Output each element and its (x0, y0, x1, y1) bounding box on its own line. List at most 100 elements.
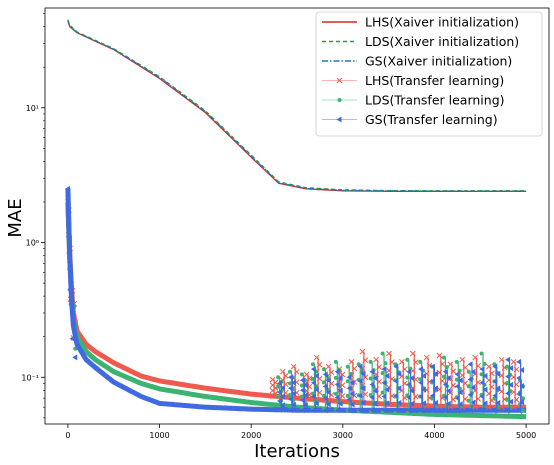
spike-marker-5 (302, 392, 308, 399)
spike-marker-5 (418, 379, 424, 386)
x-axis-label: Iterations (254, 441, 340, 462)
spike-marker-3 (439, 378, 446, 384)
spike-marker-4 (321, 393, 326, 398)
spike-marker-4 (505, 381, 510, 386)
spike-marker-5 (421, 372, 427, 379)
spike-marker-4 (454, 377, 459, 382)
legend-label-2: GS(Xaiver initialization) (365, 54, 512, 69)
spike-marker-3 (373, 356, 379, 363)
spike-marker-3 (290, 363, 297, 370)
spike-marker-5 (276, 398, 282, 405)
spike-marker-3 (351, 365, 358, 372)
spike-5 (505, 356, 514, 414)
spike-marker-5 (369, 407, 375, 414)
spike-marker-3 (339, 382, 346, 389)
series-layer (64, 19, 527, 420)
spike-marker-5 (357, 363, 363, 370)
spike-marker-3 (485, 363, 492, 370)
spike-marker-4 (310, 376, 315, 381)
spike-marker-5 (479, 366, 485, 373)
spike-marker-4 (521, 408, 526, 413)
spike-marker-3 (459, 356, 466, 363)
x-tick-label: 2000 (241, 431, 261, 440)
spike-marker-5 (479, 393, 485, 400)
spike-5 (429, 363, 438, 414)
series-line-1 (67, 19, 527, 192)
legend-marker-4 (337, 98, 342, 102)
spike-marker-5 (310, 393, 316, 400)
spike-marker-4 (430, 412, 435, 417)
spike-marker-5 (393, 407, 399, 414)
spike-marker-5 (418, 407, 424, 414)
series-marker-5 (71, 322, 77, 329)
spike-marker-5 (421, 400, 427, 407)
legend-label-3: LHS(Transfer learning) (365, 73, 504, 88)
spike-marker-3 (279, 368, 286, 375)
legend-label-0: LHS(Xaiver initialization) (365, 15, 519, 30)
spike-marker-5 (418, 366, 424, 373)
spike-marker-5 (279, 402, 285, 409)
legend-marker-5 (336, 116, 342, 123)
spike-marker-3 (488, 370, 495, 377)
spike-marker-5 (505, 373, 511, 380)
legend-marker-3 (336, 77, 343, 84)
spike-marker-5 (299, 377, 305, 384)
spike-marker-4 (310, 362, 315, 367)
spike-marker-5 (393, 363, 399, 370)
spike-marker-5 (457, 377, 463, 384)
spike-marker-3 (293, 368, 300, 375)
spike-marker-5 (334, 407, 340, 414)
spike-5 (467, 361, 476, 414)
spike-marker-3 (462, 380, 469, 387)
spike-marker-3 (475, 395, 481, 402)
spike-marker-5 (505, 356, 511, 363)
spike-marker-4 (454, 413, 459, 418)
spike-marker-3 (316, 361, 323, 368)
spike-marker-3 (513, 366, 520, 373)
spike-marker-3 (462, 364, 469, 371)
spike-marker-3 (359, 348, 366, 355)
spike-marker-4 (518, 414, 523, 419)
spike-marker-3 (303, 371, 310, 378)
spike-marker-5 (290, 390, 296, 397)
spike-marker-4 (299, 383, 304, 388)
spike-marker-5 (337, 387, 343, 394)
spike-marker-5 (325, 377, 331, 384)
spike-marker-5 (467, 376, 473, 383)
spike-5 (418, 366, 427, 414)
spike-marker-3 (362, 357, 369, 364)
spike-marker-5 (334, 381, 340, 388)
spike-marker-5 (322, 407, 328, 414)
spike-marker-3 (510, 359, 517, 365)
spike-marker-5 (508, 398, 514, 405)
x-tick-label: 5000 (516, 431, 536, 440)
spike-marker-5 (384, 400, 390, 407)
spike-marker-5 (349, 390, 355, 397)
spike-marker-4 (333, 375, 338, 380)
spike-marker-4 (441, 412, 446, 417)
spike-marker-5 (372, 375, 378, 382)
spike-marker-5 (519, 383, 525, 390)
spike-marker-4 (505, 414, 510, 419)
spike-5 (454, 371, 463, 414)
spike-marker-4 (368, 392, 373, 397)
x-axis-ticks: 0 1000 2000 3000 4000 5000 (65, 424, 536, 440)
spike-marker-5 (396, 385, 402, 392)
spike-marker-4 (505, 397, 510, 402)
spike-marker-5 (467, 361, 473, 368)
spike-marker-4 (288, 392, 293, 397)
spike-marker-5 (396, 370, 402, 377)
spike-marker-4 (276, 394, 281, 399)
spike-marker-3 (409, 350, 416, 357)
spike-marker-5 (279, 384, 285, 391)
spike-marker-5 (325, 389, 331, 396)
spike-marker-5 (287, 374, 293, 381)
spike-marker-5 (276, 406, 282, 413)
series-marker-5 (66, 235, 72, 242)
spike-marker-5 (313, 372, 319, 379)
spike-marker-5 (470, 384, 476, 391)
spike-marker-4 (380, 371, 385, 376)
spike-marker-5 (337, 400, 343, 407)
spike-marker-5 (492, 407, 498, 414)
spike-marker-5 (384, 386, 390, 393)
